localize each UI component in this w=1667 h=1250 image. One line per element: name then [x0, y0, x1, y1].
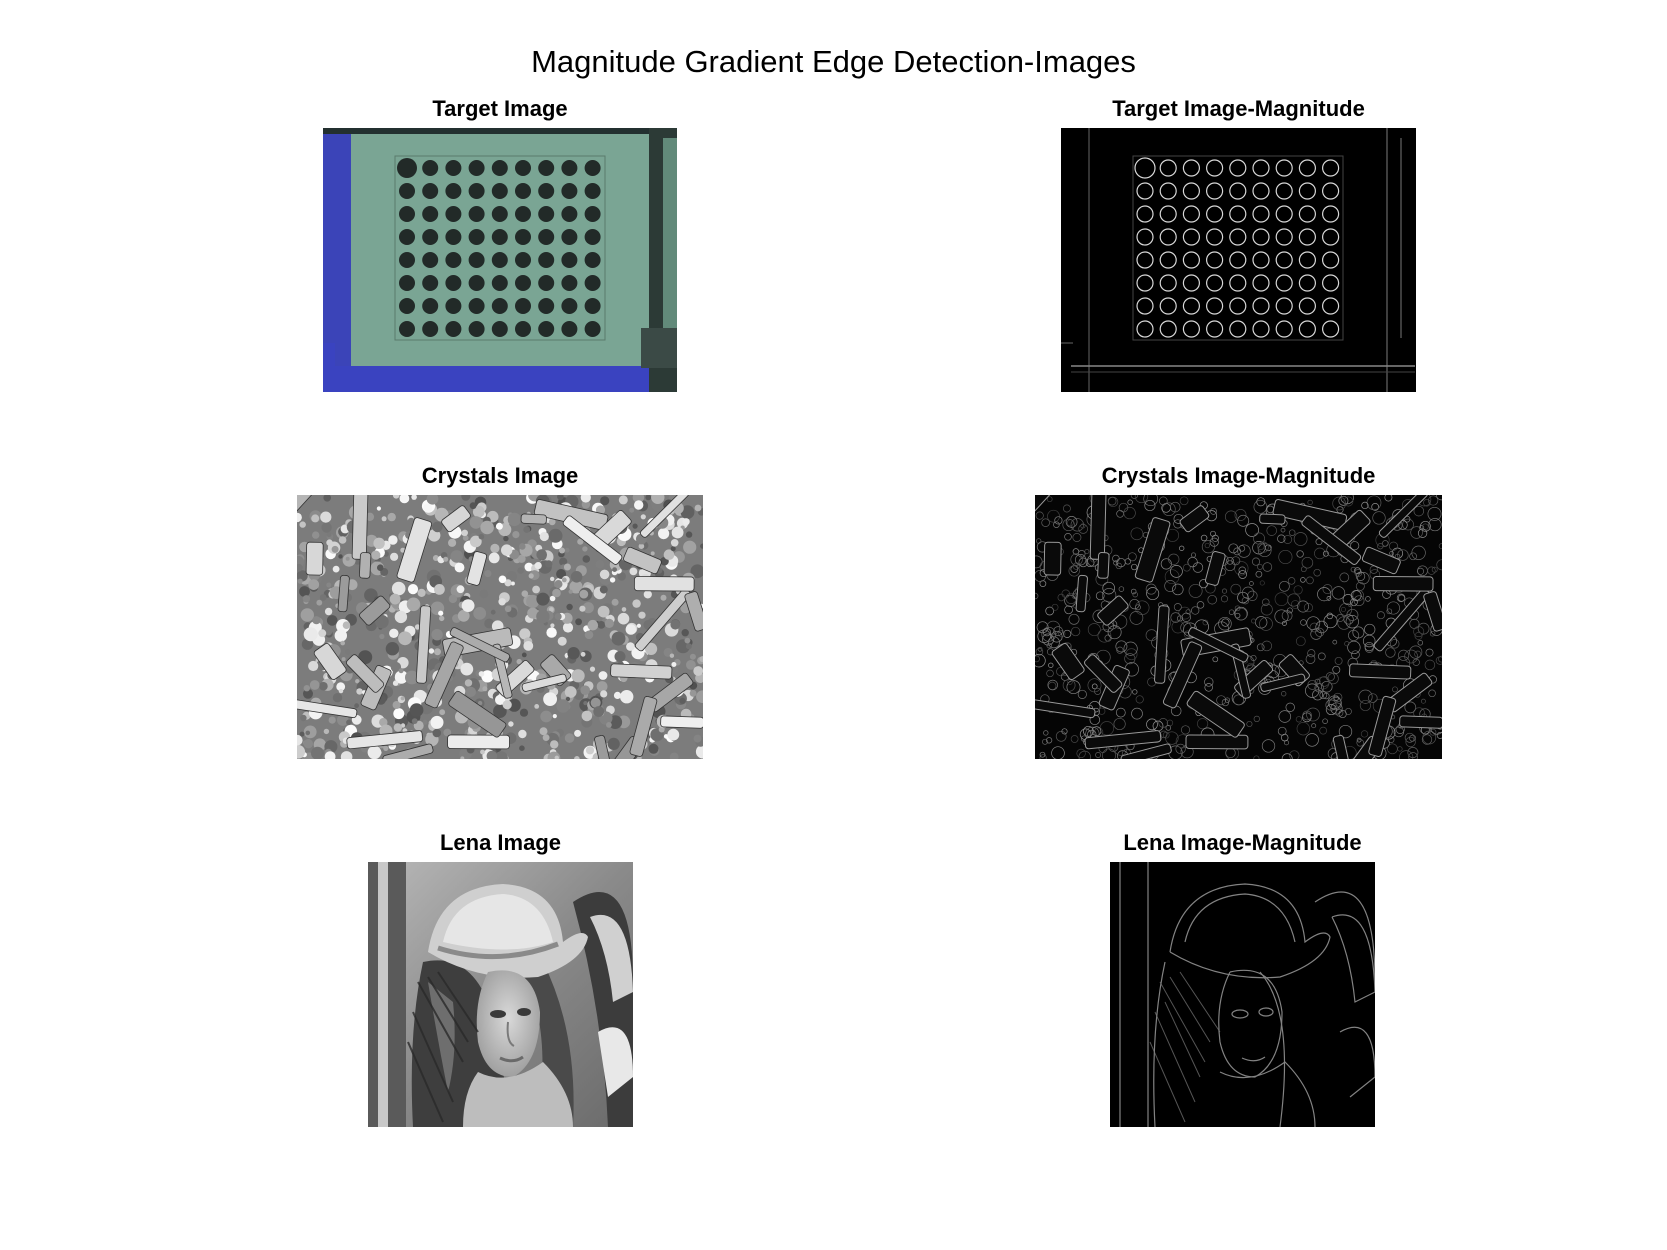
- crystals-image-panel: Crystals Image: [297, 463, 703, 759]
- lena-magnitude-image: [1110, 862, 1375, 1127]
- target-magnitude-title: Target Image-Magnitude: [1112, 96, 1365, 121]
- crystals-magnitude-image: [1035, 495, 1442, 759]
- crystals-image-title: Crystals Image: [421, 463, 579, 488]
- lena-image-title: Lena Image: [439, 830, 562, 855]
- lena-image: [368, 862, 633, 1127]
- lena-magnitude-title: Lena Image-Magnitude: [1123, 830, 1362, 855]
- target-image-panel: Target Image: [323, 96, 677, 392]
- crystals-image: [297, 495, 703, 759]
- target-image: [323, 128, 677, 392]
- lena-image-panel: Lena Image: [368, 830, 633, 1127]
- crystals-magnitude-panel: Crystals Image-Magnitude: [1035, 463, 1442, 759]
- lena-magnitude-panel: Lena Image-Magnitude: [1110, 830, 1375, 1127]
- target-image-title: Target Image: [432, 96, 568, 121]
- target-magnitude-image: [1061, 128, 1416, 392]
- figure-title: Magnitude Gradient Edge Detection-Images: [531, 44, 1136, 79]
- crystals-magnitude-title: Crystals Image-Magnitude: [1101, 463, 1376, 488]
- target-magnitude-panel: Target Image-Magnitude: [1061, 96, 1416, 392]
